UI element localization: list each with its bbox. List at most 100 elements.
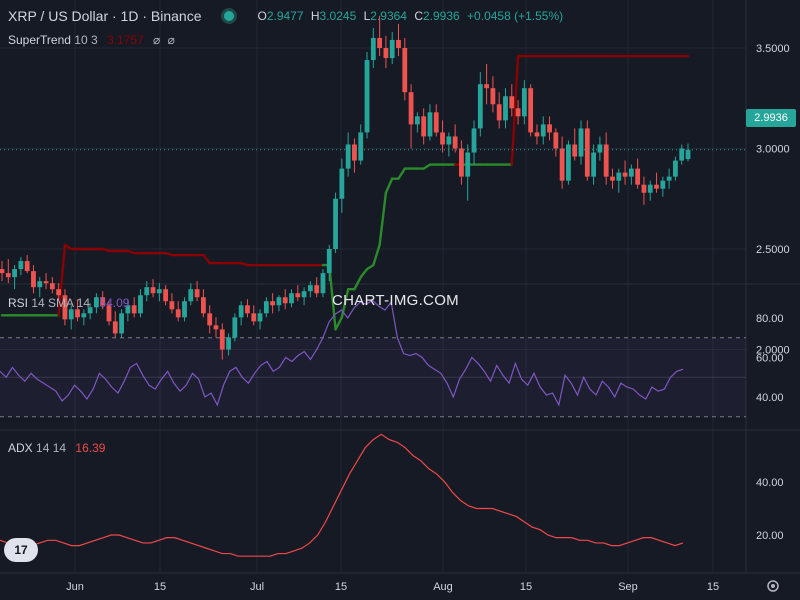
candle-body [257,313,263,322]
candle-body [307,285,313,292]
supertrend-segment [510,54,520,166]
candle-body [471,128,477,153]
candle-body [534,132,540,137]
watermark: CHART-IMG.COM [332,292,459,309]
candle-body [459,148,464,177]
candle-body [433,112,439,133]
price-tick-label: 2.0000 [756,345,790,357]
time-tick-label: Jun [66,581,84,593]
rsi-name: RSI [8,296,29,310]
candle-body [270,301,276,306]
ohlc-readout: O2.9477 H3.0245 L2.9364 C2.9936 +0.0458 … [257,9,567,23]
candle-body [666,176,672,181]
candle-body [591,152,596,177]
adx-params: 14 14 [36,441,67,455]
candle-body [352,144,357,161]
candles[interactable] [0,15,691,360]
candle-body [660,180,666,189]
last-price-tag: 2.9936 [746,109,796,127]
candle-body [673,160,678,177]
candle-body [320,273,326,294]
eye-off-icon[interactable]: ⌀ [167,33,175,47]
candle-body [276,297,282,306]
candle-body [503,96,508,121]
candle-body [628,168,634,177]
candle-body [226,337,231,350]
candle-body [125,305,131,314]
time-axis[interactable]: Jun 15 Jul 15 Aug 15 Sep 15 [66,581,719,593]
supertrend-line [0,54,690,331]
candle-body [515,108,521,117]
supertrend-legend[interactable]: SuperTrend 10 3 3.1757 ⌀ ⌀ [8,33,175,47]
rsi-path [0,299,684,407]
adx-axis[interactable]: 40.00 20.00 [756,477,784,542]
candle-body [12,269,17,278]
tradingview-logo[interactable]: 17 [4,538,38,562]
candle-body [43,281,49,284]
adx-value: 16.39 [75,441,106,455]
candle-body [333,198,338,249]
candle-body [314,285,320,294]
adx-line [0,433,684,557]
price-axis[interactable]: 3.5000 3.0000 2.5000 2.0000 [756,43,790,357]
candle-body [465,152,471,177]
candle-body [383,48,389,59]
candle-body [377,37,383,48]
rsi-legend[interactable]: RSI 14 SMA 14 54.09 [8,296,129,310]
candle-body [0,269,5,274]
candle-body [603,144,609,177]
adx-tick-label: 20.00 [756,530,784,542]
candle-body [647,184,653,193]
low-label: L [363,9,371,23]
candle-body [578,128,584,157]
rsi-band-fill [0,337,746,417]
price-tick-label: 2.5000 [756,244,790,256]
close-label: C [414,9,423,23]
candle-body [477,84,483,129]
candle-body [440,132,445,145]
candle-body [301,291,307,298]
symbol-title[interactable]: XRP / US Dollar · 1D · Binance [8,8,202,24]
high-value: 3.0245 [319,9,357,23]
adx-name: ADX [8,441,33,455]
settings-icon[interactable] [767,580,779,592]
candle-body [339,168,345,199]
candle-body [150,287,156,294]
candle-body [490,88,496,105]
candle-body [584,128,590,177]
candle-body [610,176,615,181]
candle-body [616,172,622,181]
supertrend-value: 3.1757 [106,33,144,47]
candle-body [213,325,219,330]
candle-body [685,149,691,160]
candle-body [81,313,87,318]
candle-body [219,329,225,350]
adx-legend[interactable]: ADX 14 14 16.39 [8,441,105,455]
open-value: 2.9477 [266,9,304,23]
supertrend-segment [397,167,406,180]
candle-body [326,249,332,274]
open-label: O [257,9,267,23]
candle-body [100,297,106,306]
pane-dividers [0,0,800,574]
candle-body [389,39,395,59]
supertrend-segment [359,267,369,279]
candle-body [56,289,62,296]
candle-body [528,88,534,133]
candle-body [547,124,552,133]
market-status-icon [221,8,238,24]
candle-body [263,301,269,314]
supertrend-segment [384,177,394,194]
candle-body [87,307,93,314]
eye-off-icon[interactable]: ⌀ [153,33,161,47]
candle-body [131,305,137,314]
candle-body [559,148,565,181]
candle-body [635,168,641,185]
rsi-axis[interactable]: 80.00 60.00 40.00 [756,313,784,404]
rsi-value: 54.09 [99,296,130,310]
price-tick-label: 3.5000 [756,43,790,55]
candle-body [194,289,200,298]
grid [0,0,746,573]
candle-body [370,37,376,61]
